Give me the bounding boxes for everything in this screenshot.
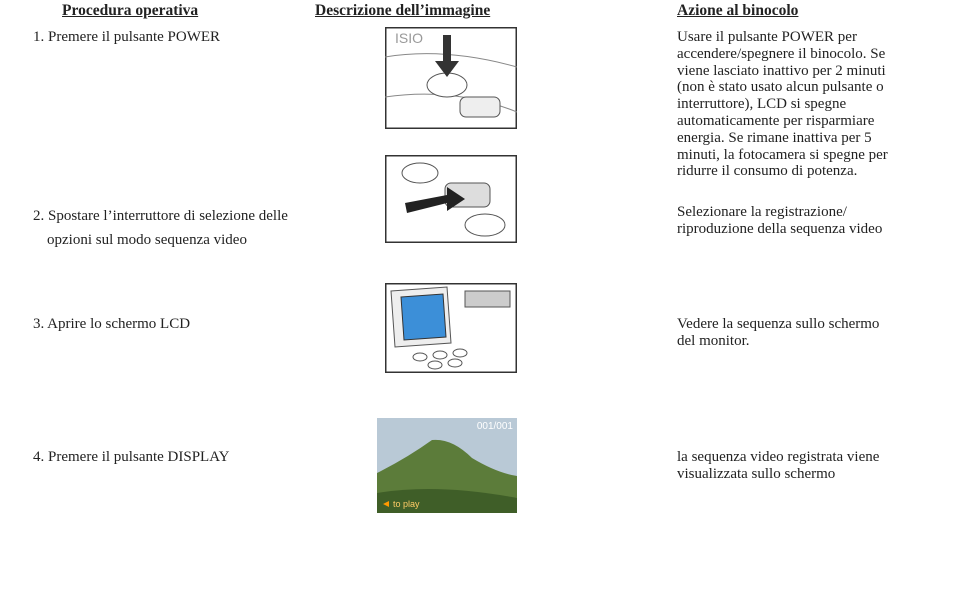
display-photo: 001/001 to play bbox=[377, 418, 517, 513]
procedure-text: 4. Premere il pulsante DISPLAY bbox=[33, 449, 230, 466]
procedure-line: 2. Spostare l’interruttore di selezione … bbox=[33, 208, 288, 224]
action-line: ridurre il consumo di potenza. bbox=[677, 163, 858, 180]
action-line: accendere/spegnere il binocolo. Se bbox=[677, 45, 886, 62]
switch-image bbox=[385, 155, 517, 243]
procedure-line: opzioni sul modo sequenza video bbox=[47, 232, 247, 248]
action-line: Usare il pulsante POWER per bbox=[677, 29, 857, 45]
action-text: la sequenza video registrata viene visual… bbox=[677, 449, 879, 483]
action-line: (non è stato usato alcun pulsante o bbox=[677, 79, 884, 96]
action-line: interruttore), LCD si spegne bbox=[677, 96, 847, 113]
header-procedure: Procedura operativa bbox=[62, 2, 199, 19]
header-image: Descrizione dell’immagine bbox=[315, 2, 491, 19]
procedure-text: 3. Aprire lo schermo LCD bbox=[33, 316, 190, 333]
procedure-text: 1. Premere il pulsante POWER bbox=[33, 29, 220, 46]
action-line: Vedere la sequenza sullo schermo bbox=[677, 316, 880, 332]
action-line: riproduzione della sequenza video bbox=[677, 220, 883, 237]
photo-hint: to play bbox=[393, 499, 420, 509]
procedure-text: 2. Spostare l’interruttore di selezione … bbox=[33, 204, 288, 252]
action-line: Selezionare la registrazione/ bbox=[677, 204, 847, 220]
action-line: la sequenza video registrata viene bbox=[677, 449, 880, 465]
svg-text:ISIO: ISIO bbox=[395, 30, 423, 46]
lcd-image bbox=[385, 283, 517, 373]
header-action: Azione al binocolo bbox=[677, 2, 799, 19]
action-text: Usare il pulsante POWER per accendere/spe… bbox=[677, 29, 888, 180]
action-line: energia. Se rimane inattiva per 5 bbox=[677, 129, 872, 146]
procedure-line: 1. Premere il pulsante POWER bbox=[33, 29, 221, 45]
procedure-line: 4. Premere il pulsante DISPLAY bbox=[33, 449, 230, 465]
action-line: automaticamente per risparmiare bbox=[677, 112, 875, 129]
action-line: visualizzata sullo schermo bbox=[677, 465, 836, 482]
procedure-line: 3. Aprire lo schermo LCD bbox=[33, 316, 191, 332]
action-line: minuti, la fotocamera si spegne per bbox=[677, 146, 888, 163]
action-text: Selezionare la registrazione/riproduzion… bbox=[677, 204, 882, 238]
action-text: Vedere la sequenza sullo schermo del moni… bbox=[677, 316, 879, 350]
action-line: viene lasciato inattivo per 2 minuti bbox=[677, 62, 886, 79]
action-line: del monitor. bbox=[677, 332, 750, 349]
power-button-image: ISIO bbox=[385, 27, 517, 129]
photo-counter: 001/001 bbox=[477, 421, 514, 432]
